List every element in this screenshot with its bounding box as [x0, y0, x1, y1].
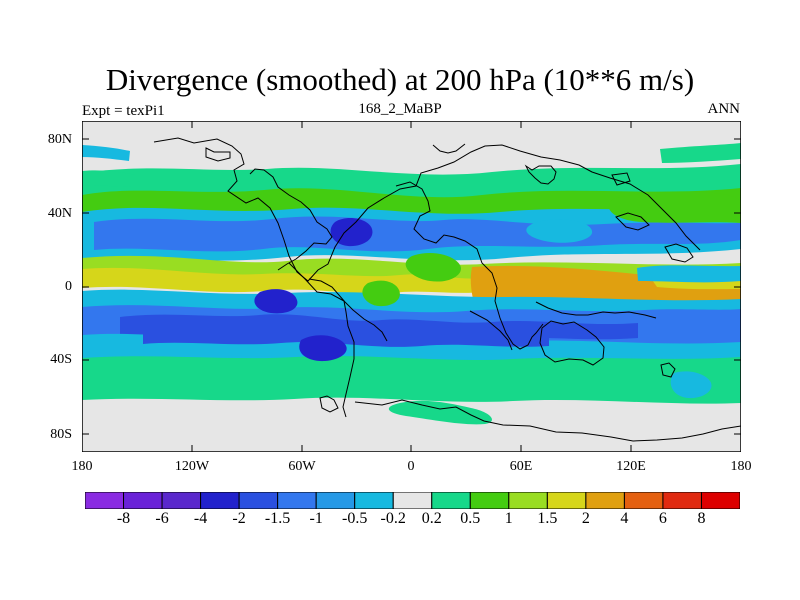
- contour-cell: [362, 280, 400, 307]
- colorbar-label: -6: [155, 510, 169, 527]
- colorbar-label: -0.2: [380, 510, 406, 527]
- coastline: [395, 181, 544, 350]
- coastline: [153, 137, 701, 282]
- coastline: [664, 243, 694, 263]
- colorbar-label: -0.5: [342, 510, 368, 527]
- colorbar-label: -1: [309, 510, 323, 527]
- lat-label-80s: 80S: [50, 427, 72, 442]
- season-label: ANN: [707, 101, 741, 117]
- coastline: [319, 395, 339, 413]
- colorbar-box: [623, 492, 664, 509]
- coastline: [539, 320, 605, 366]
- colorbar-box: [508, 492, 548, 509]
- colorbar-box: [469, 492, 510, 509]
- coastline: [660, 362, 676, 378]
- lat-label-80n: 80N: [47, 132, 72, 147]
- colorbar-box: [238, 492, 279, 509]
- contour-band: [637, 265, 741, 283]
- colorbar-label: 0.2: [421, 510, 442, 527]
- lat-label-40s: 40S: [50, 352, 72, 367]
- coastline: [249, 168, 333, 271]
- coastline: [615, 212, 650, 231]
- contour-band: [82, 170, 136, 187]
- coastline: [432, 143, 466, 154]
- contour-band: [608, 191, 741, 223]
- contour-cell: [254, 289, 298, 314]
- lon-label-120e: 120E: [616, 459, 646, 474]
- plot-title: Divergence (smoothed) at 200 hPa (10**6 …: [105, 62, 695, 97]
- colorbar-box: [277, 492, 317, 509]
- lon-label-60e: 60E: [509, 459, 533, 474]
- contour-cell: [388, 400, 493, 425]
- colorbar-box: [431, 492, 471, 509]
- lat-label-40n: 40N: [47, 206, 72, 221]
- lon-label-0: 0: [407, 459, 415, 474]
- contour-cell: [330, 218, 373, 247]
- coastline: [308, 278, 388, 342]
- colorbar-box: [392, 492, 433, 509]
- colorbar-label: -1.5: [264, 510, 291, 527]
- colorbar-box: [354, 492, 394, 509]
- contour-cell: [526, 219, 593, 243]
- coastline: [611, 172, 631, 186]
- colorbar-label: 6: [658, 510, 667, 527]
- colorbar-label: -4: [193, 510, 208, 527]
- colorbar-box: [200, 492, 240, 509]
- colorbar-label: 2: [581, 510, 590, 527]
- contour-band: [660, 143, 741, 163]
- experiment-label: Expt = texPi1: [82, 103, 165, 119]
- lon-label-60w: 60W: [288, 459, 316, 474]
- contour-cell: [670, 371, 712, 399]
- divergence-map: [82, 121, 741, 452]
- coastline: [469, 310, 513, 351]
- coastline: [535, 301, 657, 319]
- colorbar-box: [585, 492, 625, 509]
- colorbar-label: 1: [504, 510, 513, 527]
- colorbar: [85, 492, 740, 509]
- contour-cell: [299, 335, 347, 362]
- lat-label-0: 0: [65, 279, 72, 294]
- coastlines: [153, 137, 741, 442]
- coastline: [524, 164, 557, 185]
- map-panel: [82, 121, 741, 452]
- colorbar-box: [161, 492, 202, 509]
- lon-label-180-left: 180: [71, 459, 93, 474]
- lon-label-120w: 120W: [174, 459, 210, 474]
- contour-band: [82, 356, 741, 404]
- colorbar-box: [700, 492, 740, 509]
- lon-label-180-right: 180: [730, 459, 752, 474]
- map-ticks: [82, 121, 741, 452]
- colorbar-box: [546, 492, 587, 509]
- colorbar-box: [123, 492, 163, 509]
- colorbar-label: 1.5: [537, 510, 558, 527]
- colorbar-box: [85, 492, 125, 509]
- colorbar-label: 0.5: [460, 510, 481, 527]
- coastline: [288, 262, 355, 418]
- colorbar-label: -2: [232, 510, 246, 527]
- case-label: 168_2_MaBP: [358, 101, 442, 117]
- colorbar-label: -8: [116, 510, 131, 527]
- contour-cell: [405, 252, 461, 282]
- colorbar-label: 8: [697, 510, 706, 527]
- contour-band: [82, 145, 130, 161]
- coastline: [205, 147, 231, 162]
- coastline: [354, 399, 741, 442]
- colorbar-label: 4: [620, 510, 629, 527]
- contour-band: [143, 322, 549, 347]
- colorbar-box: [315, 492, 356, 509]
- colorbar-box: [662, 492, 702, 509]
